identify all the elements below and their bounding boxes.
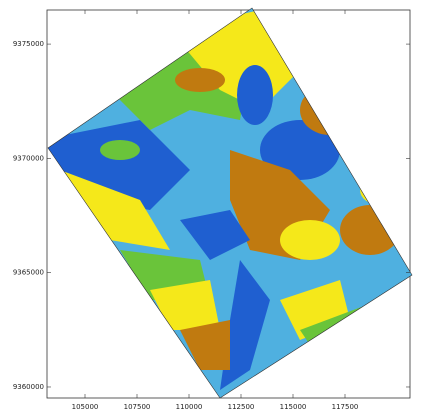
map-figure: 105000 107500 110000 112500 115000 117500 9360… (0, 0, 422, 414)
y-tick-label: 9375000 (13, 40, 44, 48)
x-tick-label: 105000 (72, 403, 99, 411)
x-tick-label: 115000 (280, 403, 307, 411)
y-tick-label: 9365000 (13, 269, 44, 277)
y-tick-label: 9360000 (13, 383, 44, 391)
x-tick-label: 117500 (332, 403, 359, 411)
y-tick-label: 9370000 (13, 154, 44, 162)
x-tick-label: 107500 (124, 403, 151, 411)
x-tick-label: 110000 (176, 403, 203, 411)
x-tick-label: 112500 (228, 403, 255, 411)
